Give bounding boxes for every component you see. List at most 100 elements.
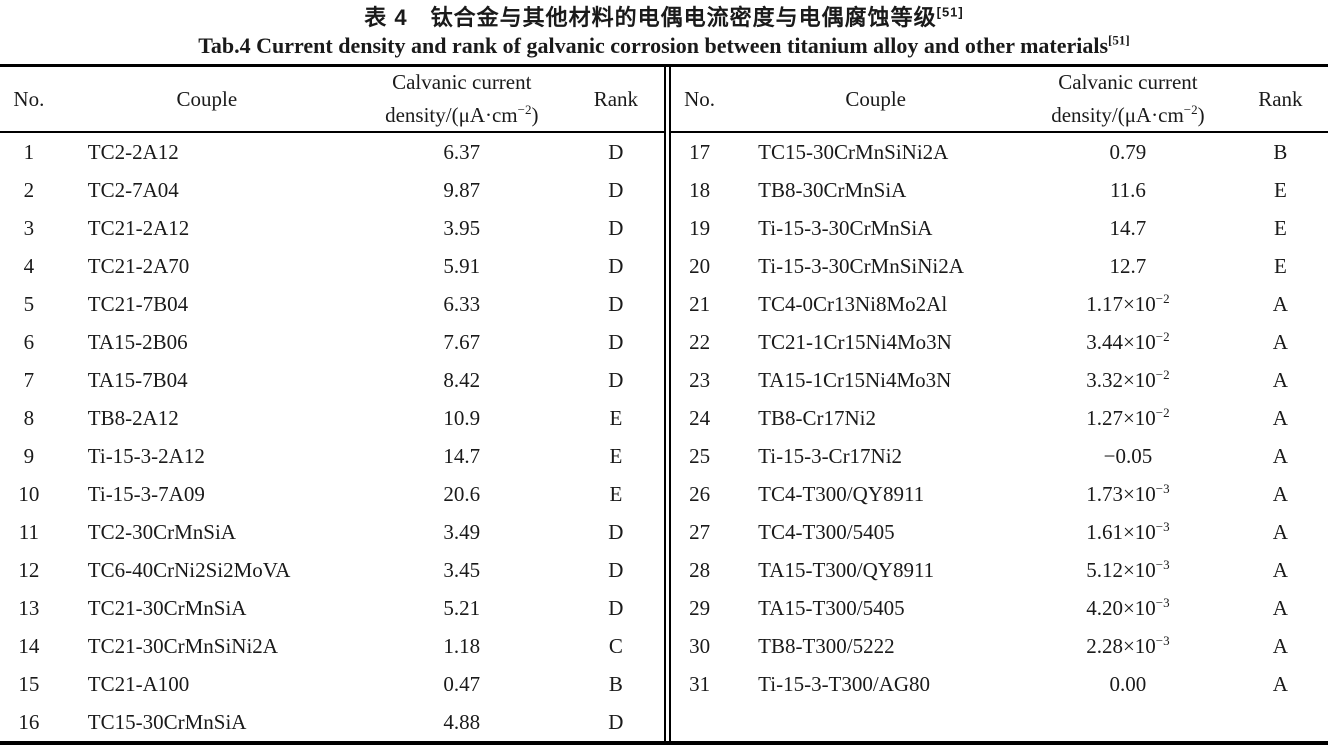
table-row: 6 TA15-2B06 7.67 D (0, 323, 664, 361)
cell-no: 27 (689, 519, 711, 544)
cell-rank: A (1272, 557, 1288, 582)
cell-no: 14 (18, 633, 40, 658)
cell-couple: TA15-7B04 (87, 367, 188, 392)
table-row: 28 TA15-T300/QY8911 5.12×10−3 A (671, 551, 1328, 589)
cell-couple: TC21-30CrMnSiNi2A (87, 633, 278, 658)
table-row: 3 TC21-2A12 3.95 D (0, 209, 664, 247)
table-row: 14 TC21-30CrMnSiNi2A 1.18 C (0, 627, 664, 665)
cell-rank: A (1272, 671, 1288, 696)
table-right: No. Couple Calvanic current density/(μA·c… (671, 67, 1328, 703)
cell-rank: A (1272, 405, 1288, 430)
cell-couple: TC21-30CrMnSiA (87, 595, 247, 620)
cell-density: 8.42 (443, 367, 481, 392)
cell-density: 5.12×10−3 (1086, 557, 1170, 582)
table-row: 23 TA15-1Cr15Ni4Mo3N 3.32×10−2 A (671, 361, 1328, 399)
cell-rank: A (1272, 595, 1288, 620)
cell-couple: TC4-T300/5405 (758, 519, 895, 544)
cell-no: 7 (23, 367, 35, 392)
table-caption: 表 4 钛合金与其他材料的电偶电流密度与电偶腐蚀等级 [51] Tab.4 Cur… (0, 0, 1328, 62)
table-row: 4 TC21-2A70 5.91 D (0, 247, 664, 285)
cell-no: 12 (18, 557, 40, 582)
cell-couple: TC4-T300/QY8911 (758, 481, 925, 506)
cell-no: 30 (689, 633, 711, 658)
cell-couple: TC2-7A04 (87, 177, 179, 202)
cell-couple: TB8-T300/5222 (758, 633, 895, 658)
cell-no: 31 (689, 671, 711, 696)
cell-density: 9.87 (443, 177, 481, 202)
cell-rank: D (608, 367, 624, 392)
cell-no: 13 (18, 595, 40, 620)
col-header-density: Calvanic current density/(μA·cm−2) (1023, 67, 1233, 133)
table-row: 29 TA15-T300/5405 4.20×10−3 A (671, 589, 1328, 627)
header-row: No. Couple Calvanic current density/(μA·c… (671, 67, 1328, 133)
cell-rank: D (608, 519, 624, 544)
cell-density: 11.6 (1109, 177, 1146, 202)
cell-rank: D (608, 329, 624, 354)
table-row: 27 TC4-T300/5405 1.61×10−3 A (671, 513, 1328, 551)
table-row: 12 TC6-40CrNi2Si2MoVA 3.45 D (0, 551, 664, 589)
cell-density: 4.88 (443, 709, 481, 734)
table-row: 15 TC21-A100 0.47 B (0, 665, 664, 703)
caption-chinese-text: 表 4 钛合金与其他材料的电偶电流密度与电偶腐蚀等级 (364, 5, 937, 30)
table-row: 25 Ti-15-3-Cr17Ni2 −0.05 A (671, 437, 1328, 475)
table-row: 26 TC4-T300/QY8911 1.73×10−3 A (671, 475, 1328, 513)
cell-rank: E (609, 405, 623, 430)
cell-density: 14.7 (1109, 215, 1147, 240)
cell-density: 1.27×10−2 (1086, 405, 1170, 430)
cell-density: 10.9 (443, 405, 481, 430)
cell-couple: TC21-A100 (87, 671, 190, 696)
cell-density: 1.18 (443, 633, 481, 658)
data-table: No. Couple Calvanic current density/(μA·c… (0, 64, 1328, 745)
table-row: 24 TB8-Cr17Ni2 1.27×10−2 A (671, 399, 1328, 437)
col-header-no: No. (671, 67, 729, 133)
cell-couple: TC15-30CrMnSiA (87, 709, 247, 734)
cell-no: 11 (18, 519, 39, 544)
cell-density: 7.67 (443, 329, 481, 354)
cell-no: 21 (689, 291, 711, 316)
cell-couple: TC4-0Cr13Ni8Mo2Al (758, 291, 948, 316)
cell-rank: D (608, 139, 624, 164)
col-header-rank: Rank (1232, 67, 1328, 133)
col-header-no: No. (0, 67, 58, 133)
table-row: 22 TC21-1Cr15Ni4Mo3N 3.44×10−2 A (671, 323, 1328, 361)
cell-no: 4 (23, 253, 35, 278)
cell-no: 18 (689, 177, 711, 202)
table-row: 5 TC21-7B04 6.33 D (0, 285, 664, 323)
cell-density: 6.33 (443, 291, 481, 316)
cell-no: 15 (18, 671, 40, 696)
cell-rank: C (608, 633, 623, 658)
cell-couple: TC21-1Cr15Ni4Mo3N (758, 329, 952, 354)
cell-no: 3 (23, 215, 35, 240)
density-header-line1: Calvanic current (1058, 70, 1198, 94)
caption-english-text: Tab.4 Current density and rank of galvan… (198, 33, 1109, 58)
density-header-line2: density/(μA·cm−2) (385, 102, 539, 127)
table-row: 7 TA15-7B04 8.42 D (0, 361, 664, 399)
cell-density: 1.17×10−2 (1086, 291, 1170, 316)
table-row: 17 TC15-30CrMnSiNi2A 0.79 B (671, 132, 1328, 171)
cell-couple: Ti-15-3-T300/AG80 (758, 671, 931, 696)
table-row: 9 Ti-15-3-2A12 14.7 E (0, 437, 664, 475)
table-row: 11 TC2-30CrMnSiA 3.49 D (0, 513, 664, 551)
cell-rank: E (609, 443, 623, 468)
cell-rank: D (608, 215, 624, 240)
cell-couple: TC21-2A12 (87, 215, 190, 240)
cell-couple: TA15-T300/QY8911 (758, 557, 935, 582)
cell-no: 1 (23, 139, 35, 164)
cell-density: 20.6 (443, 481, 481, 506)
cell-rank: D (608, 253, 624, 278)
cell-density: 2.28×10−3 (1086, 633, 1170, 658)
table-row: 1 TC2-2A12 6.37 D (0, 132, 664, 171)
cell-rank: A (1272, 329, 1288, 354)
cell-rank: A (1272, 367, 1288, 392)
table-row: 31 Ti-15-3-T300/AG80 0.00 A (671, 665, 1328, 703)
col-header-density: Calvanic current density/(μA·cm−2) (355, 67, 568, 133)
table-row: 13 TC21-30CrMnSiA 5.21 D (0, 589, 664, 627)
cell-density: −0.05 (1103, 443, 1153, 468)
table-right-half: No. Couple Calvanic current density/(μA·c… (664, 67, 1328, 741)
caption-citation-en: [51] (1108, 32, 1130, 48)
cell-couple: Ti-15-3-2A12 (87, 443, 205, 468)
cell-no: 19 (689, 215, 711, 240)
cell-couple: TA15-2B06 (87, 329, 188, 354)
col-header-rank: Rank (567, 67, 664, 133)
cell-no: 20 (689, 253, 711, 278)
